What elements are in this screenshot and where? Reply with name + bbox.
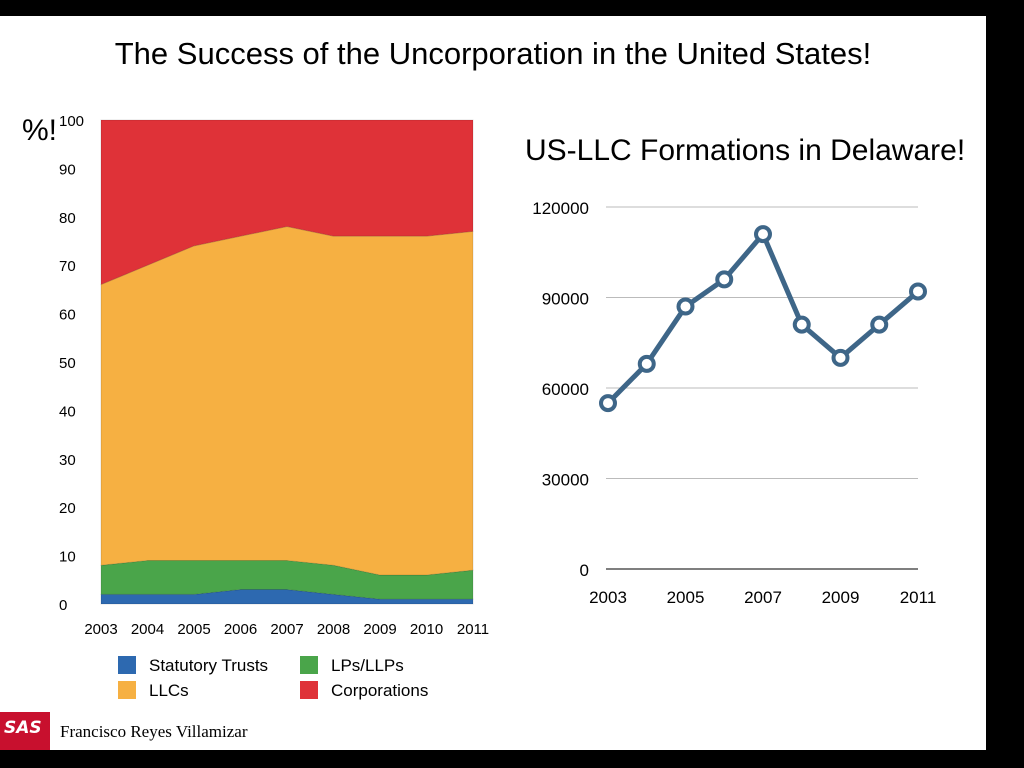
sas-logo: SAS bbox=[0, 712, 50, 750]
area-x-tick-label: 2007 bbox=[270, 621, 303, 638]
area-y-tick-label: 90 bbox=[59, 161, 76, 178]
area-x-tick-label: 2006 bbox=[224, 621, 257, 638]
area-x-tick-label: 2010 bbox=[410, 621, 443, 638]
area-x-tick-label: 2008 bbox=[317, 621, 350, 638]
area-x-tick-label: 2011 bbox=[457, 621, 489, 638]
legend-item: LPs/LLPs bbox=[300, 656, 404, 675]
area-y-tick-label: 80 bbox=[59, 210, 76, 227]
author-name: Francisco Reyes Villamizar bbox=[60, 722, 248, 741]
area-y-tick-label: 100 bbox=[59, 113, 84, 130]
sas-logo-text: SAS bbox=[4, 718, 42, 738]
legend-item: Statutory Trusts bbox=[118, 656, 268, 675]
slide-title: The Success of the Uncorporation in the … bbox=[114, 36, 872, 71]
legend-label: Statutory Trusts bbox=[149, 656, 268, 675]
area-y-tick-label: 10 bbox=[59, 549, 76, 566]
legend-swatch bbox=[118, 656, 136, 674]
area-chart-ylabel: %! bbox=[22, 114, 58, 147]
legend-label: LLCs bbox=[149, 681, 189, 700]
area-y-tick-label: 50 bbox=[59, 355, 76, 372]
legend-item: Corporations bbox=[300, 681, 428, 700]
legend-swatch bbox=[300, 656, 318, 674]
line-chart-title: US-LLC Formations in Delaware! bbox=[525, 134, 966, 167]
stacked-area-chart: 0 10 20 30 40 50 60 70 80 90 100 2003 2004 2005 2006 20… bbox=[59, 113, 489, 700]
area-x-tick-label: 2005 bbox=[177, 621, 210, 638]
area-y-tick-label: 30 bbox=[59, 452, 76, 469]
area-x-tick-label: 2004 bbox=[131, 621, 164, 638]
legend-item: LLCs bbox=[118, 681, 189, 700]
area-y-tick-label: 40 bbox=[59, 403, 76, 420]
legend-label: LPs/LLPs bbox=[331, 656, 404, 675]
area-x-tick-label: 2003 bbox=[84, 621, 117, 638]
slide: The Success of the Uncorporation in the … bbox=[0, 16, 986, 750]
legend-swatch bbox=[300, 681, 318, 699]
legend-label: Corporations bbox=[331, 681, 428, 700]
legend-swatch bbox=[118, 681, 136, 699]
area-y-tick-label: 70 bbox=[59, 258, 76, 275]
area-series-llcs bbox=[100, 225, 474, 576]
area-y-tick-label: 60 bbox=[59, 307, 76, 324]
area-x-tick-label: 2009 bbox=[363, 621, 396, 638]
area-y-tick-label: 20 bbox=[59, 500, 76, 517]
area-series-corporations bbox=[100, 119, 474, 286]
area-y-tick-label: 0 bbox=[59, 597, 67, 614]
